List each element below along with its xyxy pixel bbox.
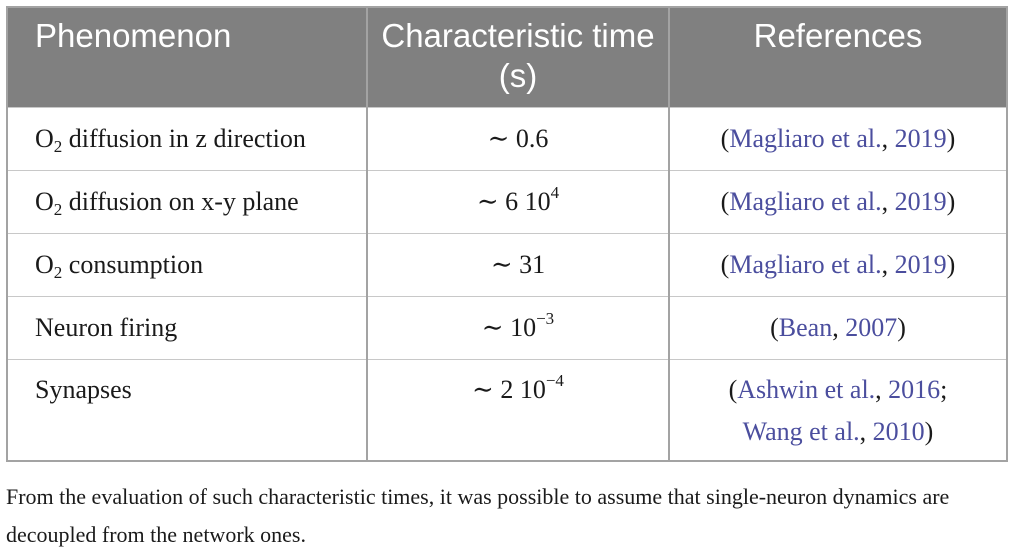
citation-link[interactable]: Magliaro et al.	[729, 249, 882, 279]
text: ,	[859, 416, 873, 446]
citation-link[interactable]: Ashwin et al.	[737, 374, 876, 404]
table-cell: ∼ 10−3	[366, 295, 669, 359]
subscript: 2	[53, 199, 63, 219]
text: O	[35, 123, 54, 153]
text: diffusion in z direction	[62, 123, 306, 153]
superscript: −4	[545, 370, 564, 390]
table-cell: ∼ 0.6	[366, 106, 669, 170]
table-cell: (Magliaro et al., 2019)	[668, 232, 1007, 296]
text: ,	[881, 186, 895, 216]
text: consumption	[62, 249, 204, 279]
text: ,	[875, 374, 889, 404]
footnote: From the evaluation of such characterist…	[6, 484, 950, 547]
citation-link[interactable]: 2019	[894, 249, 947, 279]
citation-link[interactable]: 2010	[872, 416, 925, 446]
text: )	[946, 186, 956, 216]
text: ,	[832, 312, 846, 342]
text: ;	[940, 374, 948, 404]
subscript: 2	[53, 262, 63, 282]
text: )	[897, 312, 906, 342]
text: ∼ 31	[490, 249, 546, 279]
data-table: Phenomenon Characteristic time (s) Refer…	[6, 6, 1008, 462]
text: )	[946, 249, 956, 279]
text: ∼ 0.6	[487, 123, 549, 153]
citation-link[interactable]: Bean	[778, 312, 833, 342]
table-cell: (Magliaro et al., 2019)	[668, 106, 1007, 170]
citation-link[interactable]: 2016	[888, 374, 941, 404]
text: diffusion on x-y plane	[62, 186, 299, 216]
table-cell: Neuron firing	[7, 295, 367, 359]
text: ,	[881, 249, 895, 279]
table-row: Synapses ∼ 2 10−4 (Ashwin et al., 2016; Wan…	[7, 358, 1007, 461]
table-cell: (Magliaro et al., 2019)	[668, 169, 1007, 233]
superscript: 4	[550, 182, 560, 202]
text: )	[924, 416, 934, 446]
table-cell: (Bean, 2007)	[668, 295, 1007, 359]
table-row: Neuron firing ∼ 10−3 (Bean, 2007)	[7, 295, 1007, 359]
text: (	[720, 186, 730, 216]
text: ∼ 6 10	[476, 186, 551, 216]
text: ,	[881, 123, 895, 153]
text: O	[35, 186, 54, 216]
citation-link[interactable]: 2019	[894, 186, 947, 216]
superscript: −3	[536, 308, 555, 328]
table-row: O2 diffusion on x-y plane ∼ 6 104 (Magliar…	[7, 169, 1007, 233]
text: ∼ 10	[481, 312, 537, 342]
text: Neuron firing	[35, 312, 178, 342]
citation-link[interactable]: Magliaro et al.	[729, 186, 882, 216]
table-cell: Synapses	[7, 358, 367, 461]
table-cell: O2 consumption	[7, 232, 367, 296]
header-row: Phenomenon Characteristic time (s) Refer…	[7, 7, 1007, 107]
text: )	[946, 123, 956, 153]
citation-link[interactable]: Magliaro et al.	[729, 123, 882, 153]
table-cell: ∼ 6 104	[366, 169, 669, 233]
table-cell: O2 diffusion in z direction	[7, 106, 367, 170]
header-cell: Characteristic time (s)	[366, 7, 669, 107]
citation-link[interactable]: Wang et al.	[742, 416, 860, 446]
table-cell: (Ashwin et al., 2016; Wang et al., 2010)	[668, 358, 1007, 461]
table-cell: ∼ 2 10−4	[366, 358, 669, 461]
text: (	[728, 374, 738, 404]
citation-link[interactable]: 2007	[845, 312, 898, 342]
table-row: O2 consumption ∼ 31 (Magliaro et al., 2019…	[7, 232, 1007, 296]
citation-link[interactable]: 2019	[894, 123, 947, 153]
text: (	[770, 312, 779, 342]
text: ∼ 2 10	[472, 374, 546, 404]
subscript: 2	[53, 136, 63, 156]
table-row: O2 diffusion in z direction ∼ 0.6 (Magliar…	[7, 106, 1007, 170]
text: (	[720, 249, 730, 279]
text: Synapses	[35, 374, 132, 404]
table-cell: ∼ 31	[366, 232, 669, 296]
header-cell: References	[668, 7, 1007, 107]
header-cell: Phenomenon	[7, 7, 367, 107]
text: (	[720, 123, 730, 153]
text: O	[35, 249, 54, 279]
table-cell: O2 diffusion on x-y plane	[7, 169, 367, 233]
